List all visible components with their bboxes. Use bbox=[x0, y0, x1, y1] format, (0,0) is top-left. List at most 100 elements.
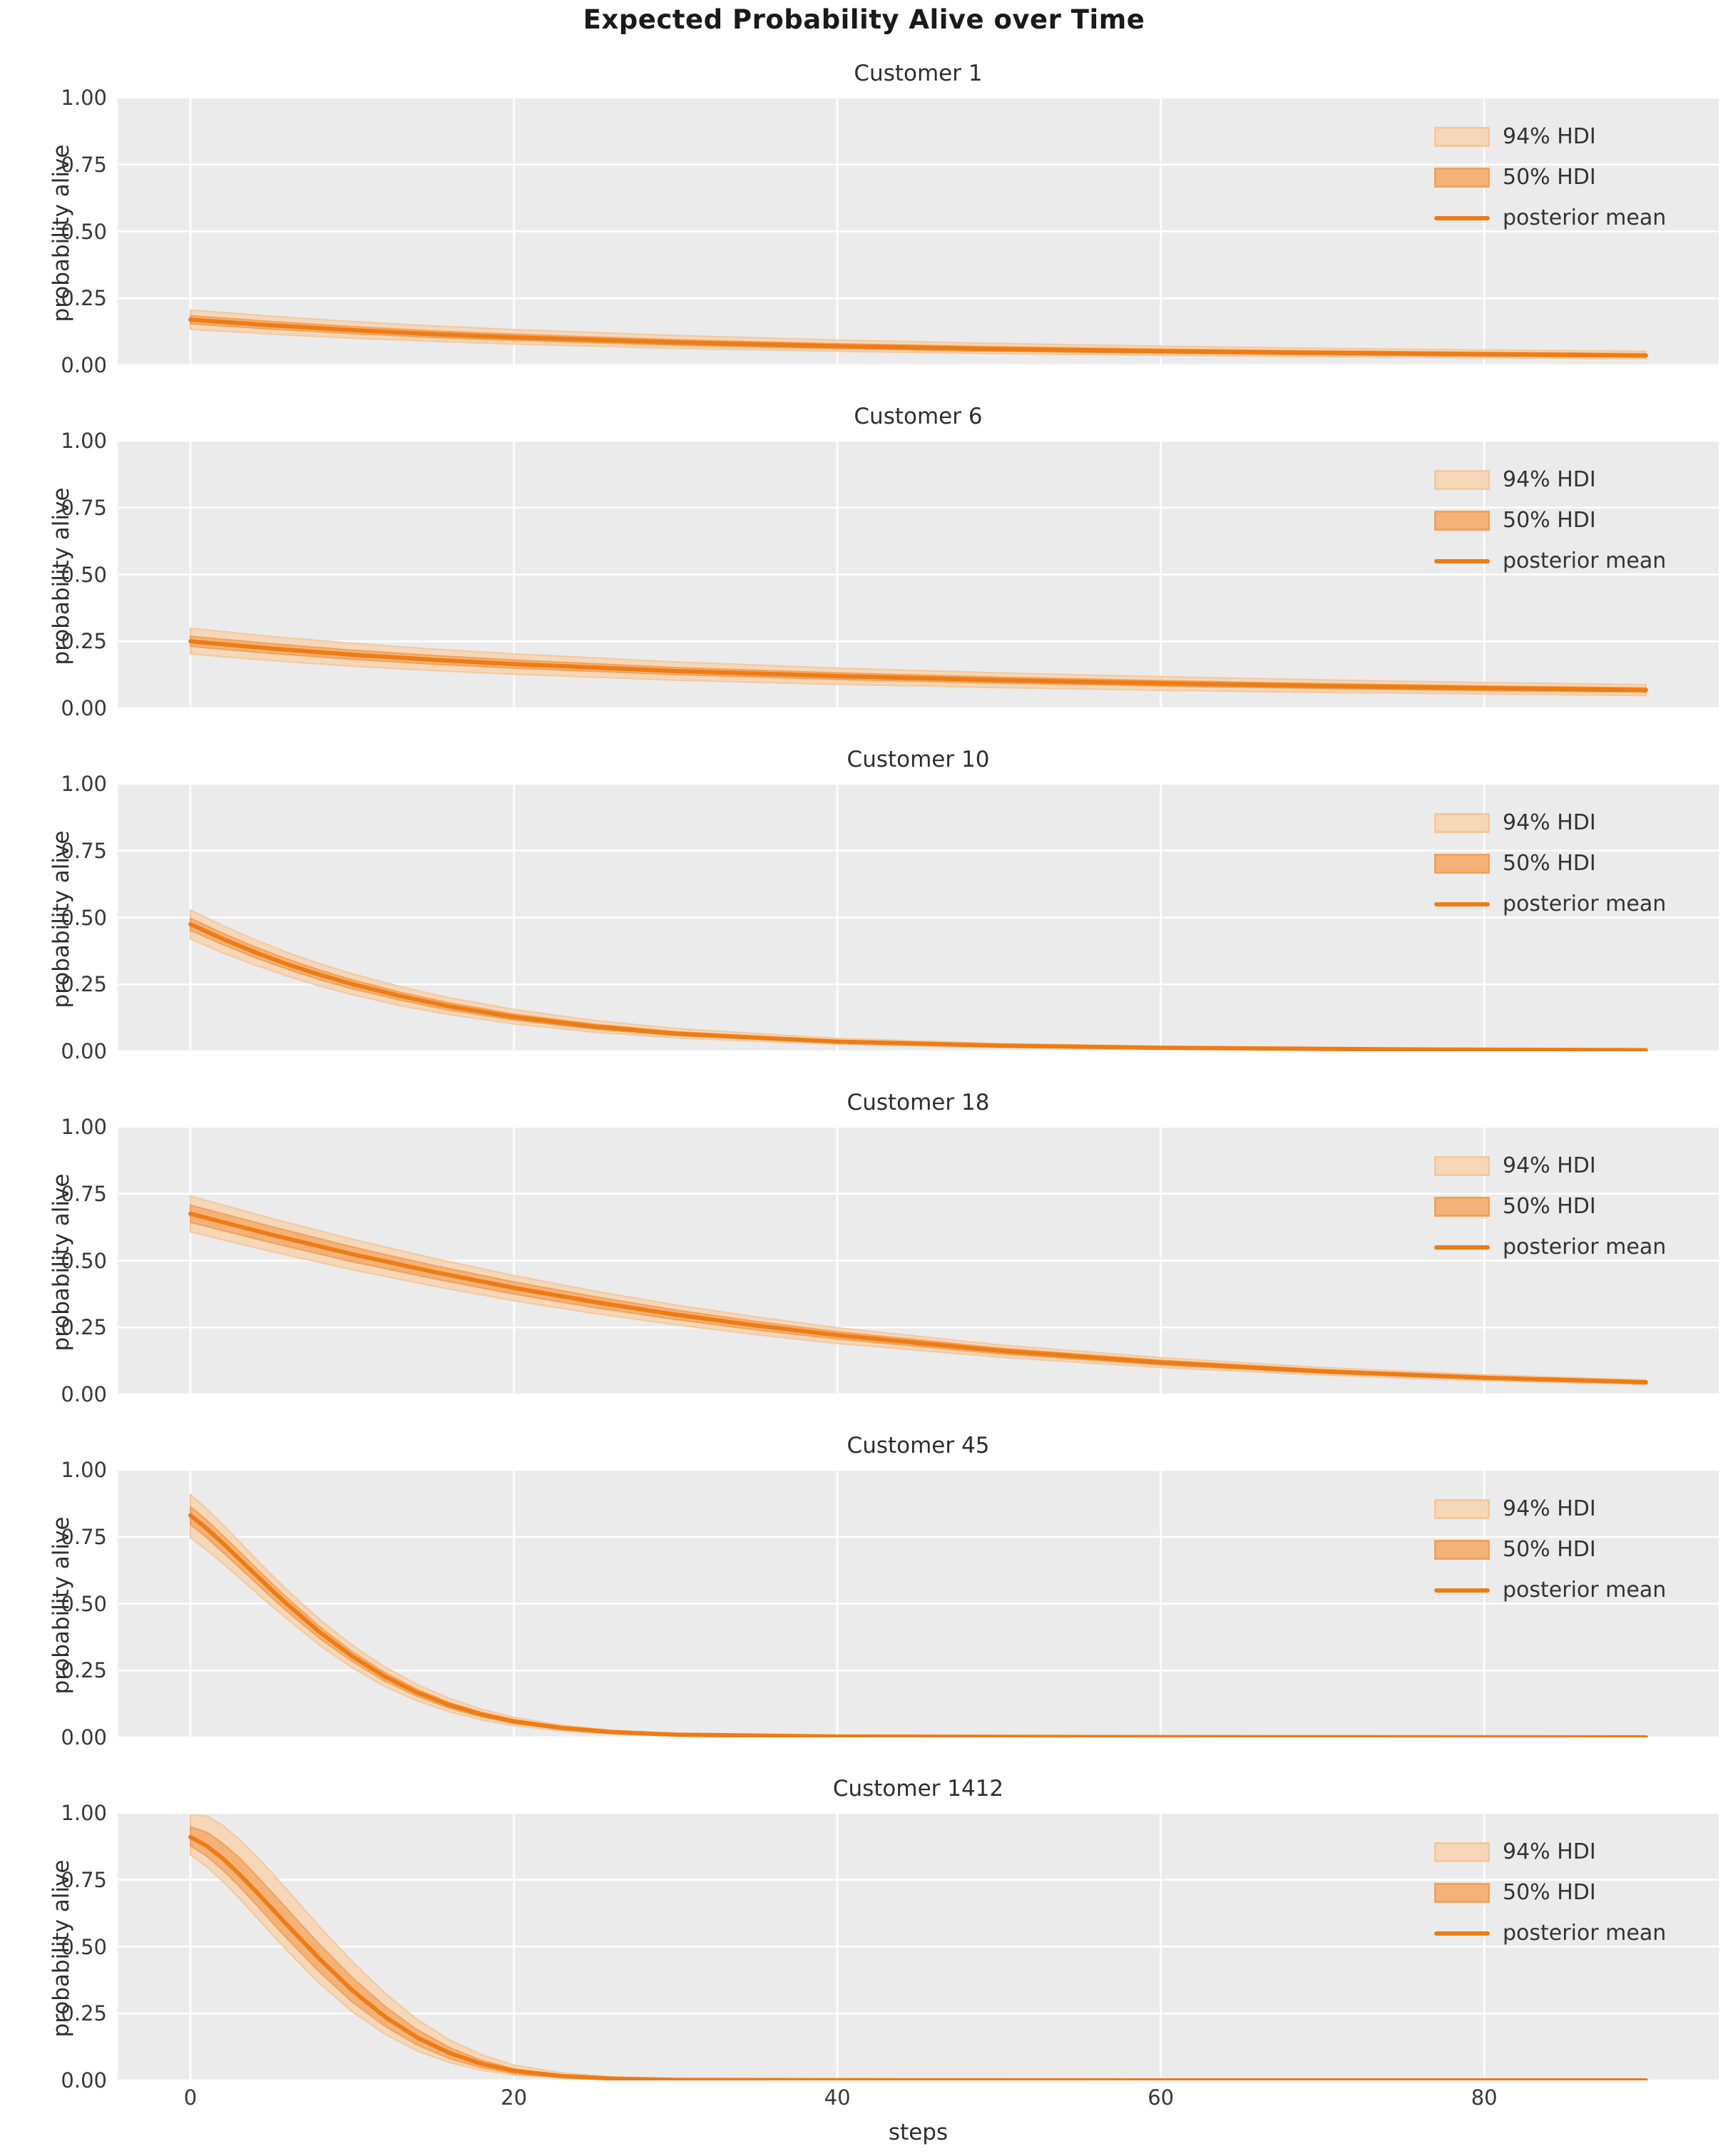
legend-patch-icon bbox=[1434, 1196, 1490, 1217]
hdi94-band bbox=[190, 1195, 1647, 1386]
plot-area: 94% HDI 50% HDI posterior mean bbox=[118, 441, 1719, 708]
subplot-customer-10: Customer 10 probability alive 1.00 0.75 0.50… bbox=[0, 747, 1728, 1063]
x-tick-label: 80 bbox=[1471, 2085, 1498, 2110]
legend-line-icon bbox=[1434, 215, 1490, 220]
y-tick-label: 0.75 bbox=[61, 1181, 107, 1206]
legend: 94% HDI 50% HDI posterior mean bbox=[1434, 1831, 1712, 1953]
y-tick-label: 0.25 bbox=[61, 972, 107, 997]
legend-line-icon bbox=[1434, 1588, 1490, 1593]
legend-line-icon bbox=[1434, 901, 1490, 906]
chart-svg bbox=[118, 98, 1719, 365]
subplot-customer-45: Customer 45 probability alive 1.00 0.75 0.50… bbox=[0, 1433, 1728, 1749]
subplot-title: Customer 18 bbox=[847, 1090, 990, 1115]
legend-patch-icon bbox=[1434, 1498, 1490, 1519]
y-tick-label: 0.25 bbox=[61, 1658, 107, 1683]
y-tick-label: 0.50 bbox=[61, 1591, 107, 1616]
y-tick-label: 0.75 bbox=[61, 1524, 107, 1549]
subplot-title: Customer 1 bbox=[854, 61, 983, 86]
legend-row: posterior mean bbox=[1434, 1913, 1712, 1953]
legend-row: 50% HDI bbox=[1434, 500, 1712, 541]
legend: 94% HDI 50% HDI posterior mean bbox=[1434, 116, 1712, 238]
y-tick-label: 0.00 bbox=[61, 1382, 107, 1406]
subplot-customer-18: Customer 18 probability alive 1.00 0.75 0.50… bbox=[0, 1090, 1728, 1406]
legend-row: 94% HDI bbox=[1434, 802, 1712, 843]
y-tick-label: 0.00 bbox=[61, 353, 107, 377]
legend-label: posterior mean bbox=[1503, 205, 1667, 230]
hdi94-band bbox=[190, 1493, 1647, 1737]
hdi94-band bbox=[190, 909, 1647, 1051]
legend-label: 50% HDI bbox=[1503, 1880, 1596, 1905]
y-tick-label: 0.75 bbox=[61, 152, 107, 177]
legend-row: posterior mean bbox=[1434, 541, 1712, 581]
legend-line-icon bbox=[1434, 1245, 1490, 1250]
legend-line-icon bbox=[1434, 558, 1490, 563]
posterior-mean-line bbox=[188, 317, 1648, 358]
legend: 94% HDI 50% HDI posterior mean bbox=[1434, 1488, 1712, 1610]
plot-area: 94% HDI 50% HDI posterior mean bbox=[118, 1470, 1719, 1737]
legend-label: 94% HDI bbox=[1503, 1496, 1596, 1521]
legend-label: 50% HDI bbox=[1503, 851, 1596, 876]
legend-row: 50% HDI bbox=[1434, 1529, 1712, 1570]
legend-row: 50% HDI bbox=[1434, 1186, 1712, 1227]
legend-label: 94% HDI bbox=[1503, 1839, 1596, 1864]
y-tick-label: 0.50 bbox=[61, 219, 107, 244]
legend-row: 94% HDI bbox=[1434, 1145, 1712, 1186]
legend-label: 94% HDI bbox=[1503, 124, 1596, 149]
legend-label: posterior mean bbox=[1503, 891, 1667, 916]
legend: 94% HDI 50% HDI posterior mean bbox=[1434, 459, 1712, 581]
chart-svg bbox=[118, 1470, 1719, 1737]
y-tick-label: 0.00 bbox=[61, 696, 107, 720]
x-tick-label: 0 bbox=[183, 2085, 198, 2110]
y-tick-label: 0.25 bbox=[61, 1315, 107, 1340]
subplot-customer-1412: Customer 1412 probability alive 1.00 0.75 0.… bbox=[0, 1776, 1728, 2093]
subplot-customer-1: Customer 1 probability alive 1.00 0.75 0.50 0… bbox=[0, 61, 1728, 377]
y-tick-label: 0.25 bbox=[61, 629, 107, 654]
legend-patch-icon bbox=[1434, 167, 1490, 188]
legend-patch-icon bbox=[1434, 510, 1490, 531]
legend-row: posterior mean bbox=[1434, 198, 1712, 238]
legend-label: 94% HDI bbox=[1503, 1153, 1596, 1178]
posterior-mean-line bbox=[188, 1513, 1648, 1737]
y-tick-label: 0.75 bbox=[61, 838, 107, 863]
y-tick-label: 1.00 bbox=[61, 1458, 107, 1482]
posterior-mean-line bbox=[188, 639, 1648, 693]
legend-row: 94% HDI bbox=[1434, 1831, 1712, 1872]
legend: 94% HDI 50% HDI posterior mean bbox=[1434, 802, 1712, 924]
legend-patch-icon bbox=[1434, 1882, 1490, 1903]
hdi50-band bbox=[190, 1826, 1647, 2080]
legend-row: posterior mean bbox=[1434, 1570, 1712, 1610]
legend-label: posterior mean bbox=[1503, 1921, 1667, 1946]
plot-area: 94% HDI 50% HDI posterior mean bbox=[118, 98, 1719, 365]
plot-area: 94% HDI 50% HDI posterior mean bbox=[118, 1813, 1719, 2080]
chart-svg bbox=[118, 784, 1719, 1051]
y-tick-label: 0.25 bbox=[61, 286, 107, 311]
legend-row: 94% HDI bbox=[1434, 116, 1712, 157]
y-tick-label: 0.75 bbox=[61, 495, 107, 520]
legend-label: 50% HDI bbox=[1503, 1194, 1596, 1219]
hdi94-band bbox=[190, 1814, 1647, 2080]
legend-label: posterior mean bbox=[1503, 548, 1667, 573]
x-tick-label: 60 bbox=[1147, 2085, 1175, 2110]
legend-patch-icon bbox=[1434, 1539, 1490, 1560]
y-tick-label: 0.00 bbox=[61, 1725, 107, 1749]
legend-label: 94% HDI bbox=[1503, 467, 1596, 492]
y-tick-label: 0.00 bbox=[61, 2068, 107, 2093]
y-tick-label: 0.25 bbox=[61, 2001, 107, 2026]
subplot-title: Customer 6 bbox=[854, 404, 983, 429]
posterior-mean-line bbox=[188, 921, 1648, 1051]
legend-label: 50% HDI bbox=[1503, 165, 1596, 190]
posterior-mean-line bbox=[188, 1834, 1648, 2080]
legend-label: posterior mean bbox=[1503, 1578, 1667, 1603]
legend-row: 50% HDI bbox=[1434, 1872, 1712, 1913]
legend-row: 50% HDI bbox=[1434, 843, 1712, 884]
x-axis-label: steps bbox=[888, 2120, 949, 2145]
legend-row: 94% HDI bbox=[1434, 1488, 1712, 1529]
plot-area: 94% HDI 50% HDI posterior mean bbox=[118, 784, 1719, 1051]
y-tick-label: 0.50 bbox=[61, 562, 107, 587]
legend-patch-icon bbox=[1434, 1841, 1490, 1862]
x-tick-label: 20 bbox=[501, 2085, 528, 2110]
legend-row: posterior mean bbox=[1434, 1227, 1712, 1267]
y-tick-label: 1.00 bbox=[61, 429, 107, 453]
hdi50-band bbox=[190, 1204, 1647, 1384]
